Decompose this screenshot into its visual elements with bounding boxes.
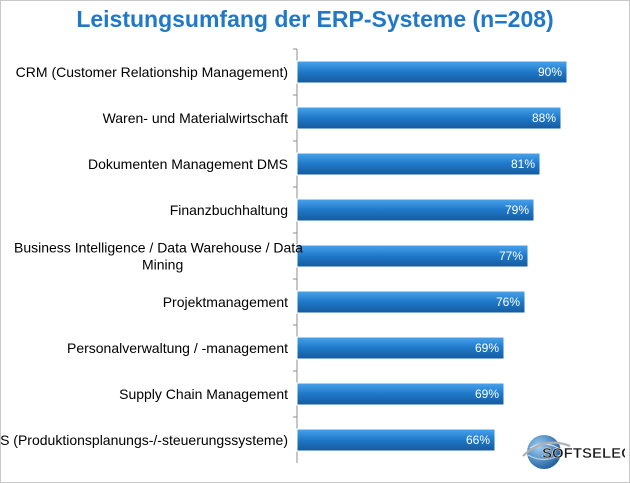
category-label-line: Business Intelligence / Data Warehouse /… xyxy=(14,240,303,256)
bar xyxy=(296,382,505,406)
category-label-line: Mining xyxy=(142,257,183,273)
category-label: Projektmanagement xyxy=(163,294,288,310)
bar xyxy=(296,428,496,452)
bar xyxy=(296,336,505,360)
bar xyxy=(296,290,526,314)
logo-text: SOFTSELECT xyxy=(542,445,625,462)
globe-icon xyxy=(522,435,571,469)
category-label: Finanzbuchhaltung xyxy=(170,202,288,218)
bar xyxy=(296,244,529,268)
category-label-line: PPS (Produktionsplanungs-/-steuerungssys… xyxy=(0,432,288,448)
category-label-line: Dokumenten Management DMS xyxy=(88,156,288,172)
data-label: 69% xyxy=(475,387,499,401)
bar xyxy=(296,152,541,176)
data-label: 81% xyxy=(511,157,535,171)
chart-title: Leistungsumfang der ERP-Systeme (n=208) xyxy=(76,6,554,32)
category-label: Business Intelligence / Data Warehouse /… xyxy=(14,240,303,273)
data-label: 66% xyxy=(466,433,490,447)
data-label: 79% xyxy=(505,203,529,217)
category-label: Dokumenten Management DMS xyxy=(88,156,288,172)
category-label-line: Waren- und Materialwirtschaft xyxy=(103,110,289,126)
category-label: Personalverwaltung / -management xyxy=(67,340,288,356)
category-label-line: Finanzbuchhaltung xyxy=(170,202,288,218)
bar xyxy=(296,60,568,84)
category-label: PPS (Produktionsplanungs-/-steuerungssys… xyxy=(0,432,288,448)
data-label: 77% xyxy=(499,249,523,263)
data-label: 76% xyxy=(496,295,520,309)
softselect-logo: SOFTSELECT xyxy=(522,435,625,469)
category-label-line: Supply Chain Management xyxy=(119,386,288,402)
category-label-line: CRM (Customer Relationship Management) xyxy=(16,64,288,80)
bar xyxy=(296,106,562,130)
category-label: Supply Chain Management xyxy=(119,386,288,402)
data-label: 90% xyxy=(538,65,562,79)
category-label-line: Projektmanagement xyxy=(163,294,288,310)
category-label-line: Personalverwaltung / -management xyxy=(67,340,288,356)
data-label: 88% xyxy=(532,111,556,125)
category-label: Waren- und Materialwirtschaft xyxy=(103,110,289,126)
bar xyxy=(296,198,535,222)
data-label: 69% xyxy=(475,341,499,355)
category-label: CRM (Customer Relationship Management) xyxy=(16,64,288,80)
